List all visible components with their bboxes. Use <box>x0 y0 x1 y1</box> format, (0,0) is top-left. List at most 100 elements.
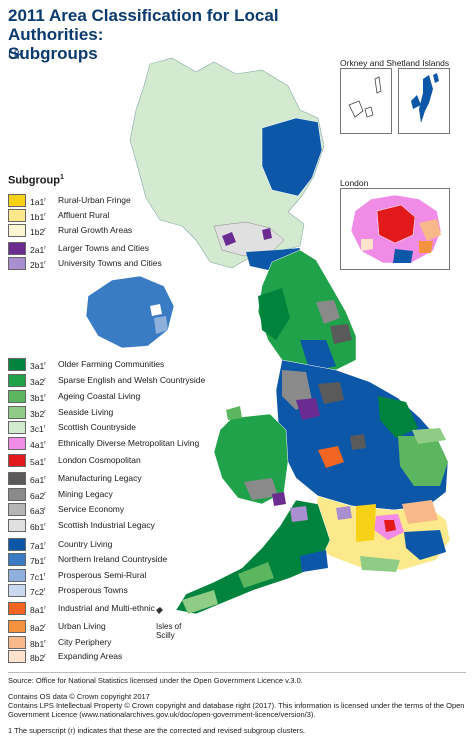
scotland-region <box>129 57 325 269</box>
legend-code: 5a1r <box>30 456 46 467</box>
legend-swatch <box>8 242 26 255</box>
legend-code: 7c2r <box>30 586 46 597</box>
legend-label: Affluent Rural <box>58 210 110 220</box>
legend-item: 6a2r Mining Legacy <box>8 488 268 502</box>
legend-swatch <box>8 209 26 222</box>
manchester-area <box>296 398 320 420</box>
orkney-shetland-label: Orkney and Shetland Islands <box>340 58 450 68</box>
london-core <box>384 520 396 532</box>
cumbria-area <box>258 288 290 340</box>
legend-item: 7c2r Prosperous Towns <box>8 584 268 598</box>
legend-code: 1b1r <box>30 211 46 222</box>
kent-area <box>404 530 446 560</box>
legend-code: 8b1r <box>30 638 46 649</box>
legend-label: Prosperous Towns <box>58 585 128 595</box>
legend-item: 3c1r Scottish Countryside <box>8 421 268 435</box>
east-anglia-area <box>398 436 448 486</box>
legend-swatch <box>8 194 26 207</box>
leicester-area <box>350 434 366 450</box>
tyneside-area <box>316 300 340 324</box>
west-yorkshire-area <box>318 382 344 404</box>
legend-label: Mining Legacy <box>58 489 113 499</box>
legend-label: Expanding Areas <box>58 651 123 661</box>
legend-code: 6b1r <box>30 521 46 532</box>
norfolk-coast <box>412 428 446 444</box>
legend-item: 2a1r Larger Towns and Cities <box>8 242 268 256</box>
cardiff-area <box>272 492 286 506</box>
legend-swatch <box>8 358 26 371</box>
legend-item: 1a1r Rural-Urban Fringe <box>8 194 268 208</box>
legend-label: Ageing Coastal Living <box>58 391 141 401</box>
legend-item: 3b2r Seaside Living <box>8 406 268 420</box>
legend-swatch <box>8 390 26 403</box>
footer-divider <box>8 672 466 673</box>
legend-label: City Periphery <box>58 637 112 647</box>
legend-item: 7b1r Northern Ireland Countryside <box>8 553 268 567</box>
legend-label: University Towns and Cities <box>58 258 162 268</box>
legend-label: Rural Growth Areas <box>58 225 133 235</box>
legend-swatch <box>8 538 26 551</box>
birmingham-area <box>318 446 344 468</box>
legend-label: Service Economy <box>58 504 125 514</box>
legend-code: 4a1r <box>30 439 46 450</box>
bristol-area <box>290 506 308 522</box>
legend-item: 8a1r Industrial and Multi-ethnic <box>8 602 268 616</box>
essex-area <box>402 500 438 524</box>
legend-label: Prosperous Semi-Rural <box>58 570 147 580</box>
legend-item: 3a1r Older Farming Communities <box>8 358 268 372</box>
london-map <box>350 194 442 264</box>
teesside-area <box>330 324 352 344</box>
legend-label: Larger Towns and Cities <box>58 243 150 253</box>
legend-item: 8a2r Urban Living <box>8 620 268 634</box>
legend-item: 2b1r University Towns and Cities <box>8 257 268 271</box>
devon-coast <box>238 562 274 588</box>
orkney-inset <box>340 68 392 134</box>
legend-item: 4a1r Ethnically Diverse Metropolitan Livi… <box>8 437 268 451</box>
shetland-inset <box>398 68 450 134</box>
edinburgh-area <box>262 228 272 240</box>
legend-code: 3a2r <box>30 376 46 387</box>
title-line-2: Subgroups <box>8 44 98 63</box>
ni-east-area <box>154 316 168 334</box>
legend-code: 1b2r <box>30 226 46 237</box>
legend-swatch <box>8 620 26 633</box>
legend-code: 8a2r <box>30 622 46 633</box>
legend-swatch <box>8 569 26 582</box>
legend-item: 3b1r Ageing Coastal Living <box>8 390 268 404</box>
map-subtitle: UK <box>8 48 25 62</box>
legend-code: 3b2r <box>30 408 46 419</box>
shetland-map <box>411 73 439 123</box>
legend-code: 3a1r <box>30 360 46 371</box>
cornwall <box>182 590 218 614</box>
glasgow-area <box>222 232 236 246</box>
legend-label: Urban Living <box>58 621 106 631</box>
legend-swatch <box>8 503 26 516</box>
legend-label: Industrial and Multi-ethnic <box>58 603 155 613</box>
legend-code: 6a2r <box>30 490 46 501</box>
legend-item: 7a1r Country Living <box>8 538 268 552</box>
yorkshire-dales <box>300 340 336 372</box>
scilly-label: Isles of Scilly <box>156 622 181 640</box>
os-copyright: Contains OS data © Crown copyright 2017 <box>8 692 150 701</box>
legend-code: 6a1r <box>30 474 46 485</box>
legend-item: 6b1r Scottish Industrial Legacy <box>8 519 268 533</box>
legend-code: 8b2r <box>30 652 46 663</box>
legend-code: 2a1r <box>30 244 46 255</box>
south-wales-valleys <box>244 478 278 500</box>
legend-item: 5a1r London Cosmopolitan <box>8 454 268 468</box>
legend-code: 7a1r <box>30 540 46 551</box>
legend-label: Scottish Industrial Legacy <box>58 520 155 530</box>
aberdeenshire-area <box>261 117 323 197</box>
legend-swatch <box>8 584 26 597</box>
legend-item: 1b1r Affluent Rural <box>8 209 268 223</box>
legend-swatch <box>8 421 26 434</box>
lps-copyright: Contains LPS Intellectual Property © Cro… <box>8 701 465 719</box>
legend-item: 6a1r Manufacturing Legacy <box>8 472 268 486</box>
legend-swatch <box>8 636 26 649</box>
legend-swatch <box>8 374 26 387</box>
scilly-label-line-1: Isles of <box>156 622 182 631</box>
legend-swatch <box>8 650 26 663</box>
london-inset <box>340 188 450 270</box>
legend-item: 1b2r Rural Growth Areas <box>8 224 268 238</box>
isles-of-scilly <box>156 607 163 614</box>
